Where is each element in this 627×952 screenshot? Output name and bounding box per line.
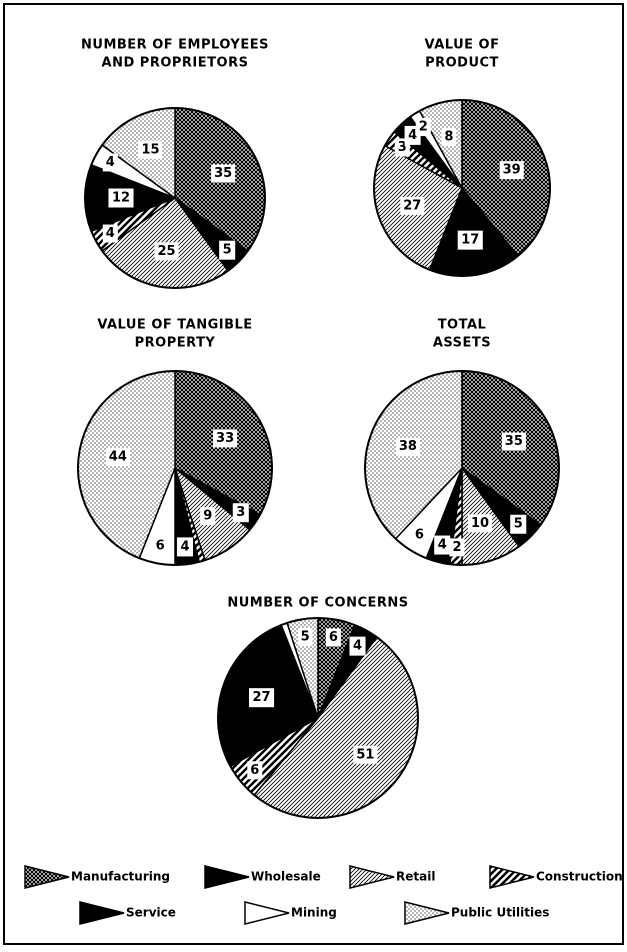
pie-outline [364,370,560,566]
legend-swatch [349,865,395,889]
data-label: 39 [503,163,521,178]
chart-title: TOTAL [438,318,487,333]
pie-outline [373,99,551,277]
legend-label: Mining [291,906,337,920]
data-label: 6 [156,539,165,554]
data-label: 2 [419,120,428,135]
chart-title: NUMBER OF EMPLOYEES [81,38,269,53]
data-label: 6 [415,528,424,543]
data-label: 25 [158,244,176,259]
label-box [108,188,134,208]
pie-outline [77,370,273,566]
label-box [349,636,366,656]
label-box [219,240,236,260]
data-label: 10 [471,516,489,531]
legend-swatch [404,901,450,925]
data-label: 35 [214,166,232,181]
label-box [105,448,130,467]
pie-outline [217,617,419,819]
label-box [501,432,526,451]
label-box [211,164,236,183]
label-box [434,535,451,555]
legend-swatch [489,865,535,889]
legend-label: Retail [396,870,435,884]
legend-label: Construction [536,870,623,884]
pie-outline [84,107,266,289]
data-label: 3 [398,140,407,155]
label-box [249,688,275,708]
data-label: 35 [505,434,523,449]
label-box [400,196,425,215]
label-box [176,537,193,557]
label-box [102,153,118,172]
label-box [415,118,431,137]
label-box [213,429,238,448]
data-label: 17 [461,233,479,248]
legend-swatch [204,865,250,889]
label-box [467,514,493,533]
label-box [154,242,179,261]
label-box [411,526,427,545]
legend-swatch [79,901,125,925]
frame [3,3,624,945]
data-label: 12 [112,191,130,206]
data-label: 44 [109,450,127,465]
data-label: 38 [399,439,417,454]
legend-swatch [24,865,70,889]
legend-label: Manufacturing [71,870,170,884]
label-box [353,745,378,764]
data-label: 9 [203,509,212,524]
label-box [510,514,527,534]
label-box [499,161,524,180]
label-box [232,503,249,523]
label-box [441,127,457,146]
data-label: 4 [353,639,362,654]
legend-swatch [244,901,290,925]
data-label: 5 [223,243,232,258]
chart-title: AND PROPRIETORS [102,56,249,71]
data-label: 4 [180,539,189,554]
chart-title: VALUE OF TANGIBLE [97,318,252,333]
data-label: 15 [141,142,159,157]
data-label: 5 [514,517,523,532]
data-label: 51 [356,747,374,762]
label-box [297,628,313,647]
legend-label: Public Utilities [451,906,549,920]
chart-title: ASSETS [433,336,491,351]
label-box [395,437,420,456]
data-label: 4 [438,538,447,553]
label-box [200,507,216,526]
label-box [449,538,465,557]
chart-title: NUMBER OF CONCERNS [227,596,408,611]
data-label: 6 [329,630,338,645]
label-box [152,537,168,556]
label-box [102,224,118,243]
label-box [138,140,163,159]
legend-label: Service [126,906,176,920]
label-box [247,761,263,780]
label-box [325,628,341,647]
chart-title: PROPERTY [135,336,216,351]
data-label: 5 [301,630,310,645]
data-label: 27 [403,198,421,213]
data-label: 4 [106,226,115,241]
data-label: 3 [236,505,245,520]
chart-title: VALUE OF [425,38,500,53]
label-box [457,230,483,250]
data-label: 2 [452,540,461,555]
data-label: 27 [253,690,271,705]
data-label: 33 [216,431,234,446]
data-label: 4 [408,128,417,143]
legend-label: Wholesale [251,870,321,884]
chart-title: PRODUCT [425,56,499,71]
data-label: 8 [444,129,453,144]
data-label: 6 [250,763,259,778]
data-label: 4 [106,155,115,170]
